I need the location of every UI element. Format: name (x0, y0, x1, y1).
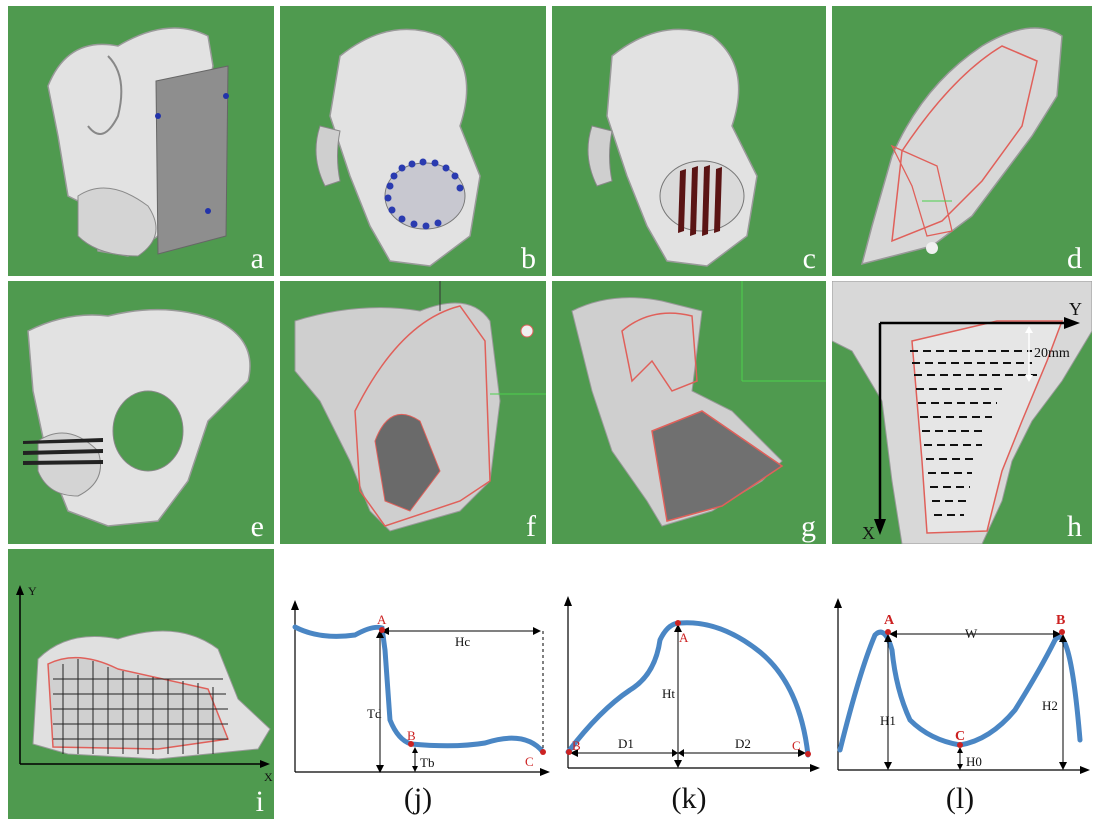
j-point-c: C (525, 754, 534, 769)
panel-i-label: i (255, 785, 264, 818)
j-measure-tb: Tb (420, 755, 434, 770)
j-measure-hc: Hc (455, 634, 470, 649)
panel-g: g (552, 281, 826, 544)
i-x-axis-label: X (264, 770, 273, 784)
panel-b-label: b (521, 242, 536, 275)
pelvis-with-plane-illustration (47, 27, 229, 257)
panel-f: f (280, 281, 546, 544)
l-measure-h2: H2 (1042, 698, 1058, 713)
panel-c: c (552, 6, 826, 276)
section-grid-i-illustration: Y X (16, 584, 273, 784)
panel-f-label: f (526, 510, 536, 543)
panel-i: Y X i (8, 549, 274, 819)
graph-l-label: (l) (945, 782, 975, 815)
l-measure-w: W (965, 626, 978, 641)
l-measure-h0: H0 (966, 754, 982, 769)
h-y-axis-label: Y (1069, 299, 1082, 319)
panel-a: a (8, 6, 274, 276)
panel-e: e (8, 281, 274, 544)
section-contour-f-illustration (294, 281, 546, 532)
scale-label: 20mm (1034, 346, 1070, 361)
cutting-plane (155, 65, 229, 255)
graph-k-svg: A B C Ht D1 D2 (564, 596, 820, 772)
l-point-a: A (884, 613, 895, 628)
grid-lines (53, 659, 228, 754)
panel-d: d (832, 6, 1092, 276)
k-measure-d2: D2 (735, 736, 751, 751)
k-point-a: A (679, 630, 689, 645)
graph-j-label: (j) (403, 782, 433, 815)
slice-planes (678, 165, 722, 236)
l-curve (837, 629, 1083, 753)
k-curve (565, 620, 811, 758)
graph-k-label: (k) (671, 782, 707, 815)
graph-k: A B C Ht D1 D2 (560, 590, 820, 780)
pelvis-rotated-with-slices-illustration (23, 308, 251, 527)
l-point-c: C (955, 729, 965, 744)
pelvis-with-slices-illustration (587, 28, 758, 267)
sliced-section-contour-illustration (860, 27, 1063, 266)
graph-l: A B C W H1 H2 H0 (830, 590, 1092, 780)
j-curve (292, 624, 546, 755)
section-contour-g-illustration (571, 281, 826, 527)
pelvis-with-acetabulum-points-illustration (315, 28, 481, 267)
panel-b: b (280, 6, 546, 276)
k-point-c: C (792, 738, 801, 753)
panel-d-label: d (1067, 242, 1082, 275)
k-measure-ht: Ht (662, 686, 675, 701)
j-point-b: B (407, 728, 416, 743)
panel-a-label: a (250, 242, 264, 275)
panel-h: 20mm Y X h (832, 281, 1092, 544)
j-point-a: A (377, 612, 387, 627)
i-y-axis-label: Y (28, 584, 37, 598)
h-x-axis-label: X (862, 523, 875, 543)
l-point-b: B (1056, 613, 1065, 628)
panel-h-label: h (1067, 510, 1082, 543)
panel-e-label: e (250, 510, 264, 543)
graph-l-svg: A B C W H1 H2 H0 (834, 598, 1090, 774)
k-point-b: B (572, 738, 581, 753)
graph-j-svg: A B C Hc Td Tb (291, 600, 550, 776)
k-measure-d1: D1 (618, 736, 634, 751)
graph-j: A B C Hc Td Tb (285, 590, 555, 780)
panel-g-label: g (801, 510, 816, 543)
acetabulum-rim-points (384, 158, 464, 230)
j-measure-td: Td (367, 706, 382, 721)
layer-lines (910, 350, 1037, 516)
l-measure-h1: H1 (880, 713, 896, 728)
section-layering-h-illustration: 20mm Y X (832, 281, 1092, 544)
panel-c-label: c (802, 242, 816, 275)
